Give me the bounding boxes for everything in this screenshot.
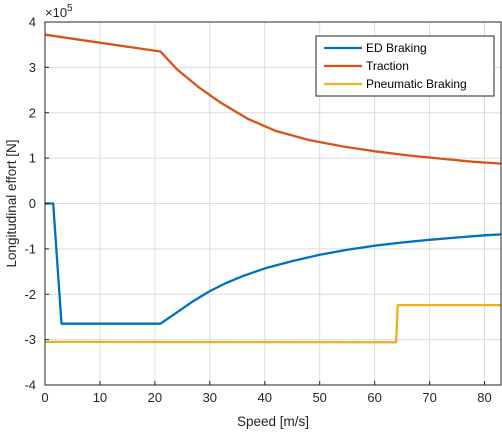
axis-ticks: 0 10 20 30 40 50 60 70 80 -4 -3 -2 -1 0 1 2 3 4 <box>24 15 491 406</box>
series-line <box>44 33 502 165</box>
x-axis-label: Speed [m/s] <box>237 414 309 429</box>
x-tick-label: 50 <box>312 390 326 405</box>
x-tick-label: 0 <box>41 390 48 405</box>
legend-label: Traction <box>366 59 409 73</box>
series-lines <box>44 33 502 344</box>
exponent-base: ×10 <box>45 5 67 20</box>
y-tick-label: -3 <box>24 332 36 347</box>
y-tick-label: -4 <box>24 378 36 393</box>
x-tick-label: 30 <box>203 390 217 405</box>
y-tick-label: -2 <box>24 287 36 302</box>
y-tick-label: -1 <box>24 241 36 256</box>
x-tick-label: 80 <box>477 390 491 405</box>
y-tick-label: 3 <box>29 60 36 75</box>
legend-label: Pneumatic Braking <box>366 77 467 91</box>
y-axis-exponent: ×10 5 <box>45 3 73 20</box>
y-tick-label: 1 <box>29 151 36 166</box>
x-tick-label: 40 <box>258 390 272 405</box>
y-tick-label: 4 <box>29 15 36 30</box>
y-axis-label: Longitudinal effort [N] <box>4 139 19 267</box>
x-tick-label: 20 <box>148 390 162 405</box>
x-tick-label: 70 <box>422 390 436 405</box>
y-tick-label: 2 <box>29 105 36 120</box>
legend-label: ED Braking <box>366 41 427 55</box>
x-tick-label: 10 <box>93 390 107 405</box>
series-line <box>44 303 501 344</box>
legend: ED Braking Traction Pneumatic Braking <box>315 35 495 97</box>
y-tick-label: 0 <box>29 196 36 211</box>
series-line <box>45 202 502 325</box>
x-tick-label: 60 <box>367 390 381 405</box>
exponent-power: 5 <box>67 3 73 14</box>
